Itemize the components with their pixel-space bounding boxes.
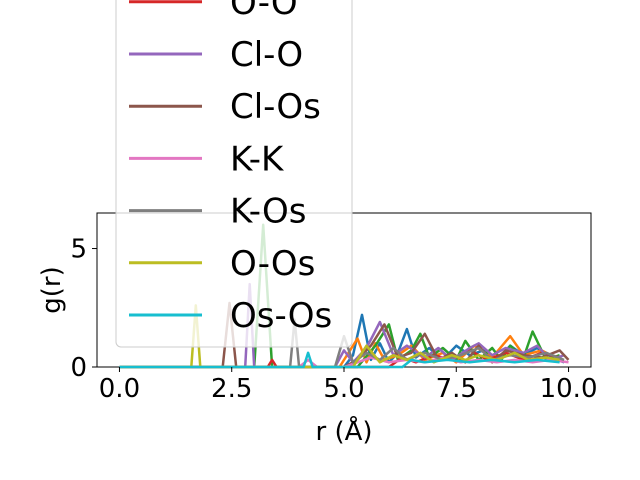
legend-label-k-k: K-K: [230, 139, 285, 179]
x-axis-ticks: 0.0 2.5 5.0 7.5 10.0: [99, 367, 598, 404]
plot-area: 0.0 2.5 5.0 7.5 10.0 05: [70, 212, 598, 404]
legend-label-o-os: O-Os: [230, 244, 315, 284]
series-line-os-os: [119, 351, 560, 369]
legend-box: [115, 0, 353, 348]
legend-label-os-os: Os-Os: [230, 296, 332, 336]
legend-label-o-o: O-O: [230, 0, 298, 23]
x-tick-label: 7.5: [436, 374, 477, 404]
legend-label-k-os: K-Os: [230, 192, 306, 232]
x-axis-label: r (Å): [315, 415, 372, 447]
x-tick-label: 2.5: [211, 374, 252, 404]
x-tick-label: 5.0: [323, 374, 364, 404]
x-tick-label: 10.0: [540, 374, 598, 404]
y-axis-ticks: 05: [70, 235, 97, 383]
y-tick-label: 0: [70, 353, 87, 383]
y-axis-label: g(r): [37, 266, 67, 313]
y-tick-label: 5: [70, 235, 87, 265]
legend-label-cl-o: Cl-O: [230, 35, 303, 75]
x-tick-label: 0.0: [99, 374, 140, 404]
legend: O-O Cl-O Cl-Os K-K K-Os O-Os Os-Os: [115, 0, 353, 348]
series-layer: [119, 223, 570, 369]
legend-label-cl-os: Cl-Os: [230, 87, 321, 127]
